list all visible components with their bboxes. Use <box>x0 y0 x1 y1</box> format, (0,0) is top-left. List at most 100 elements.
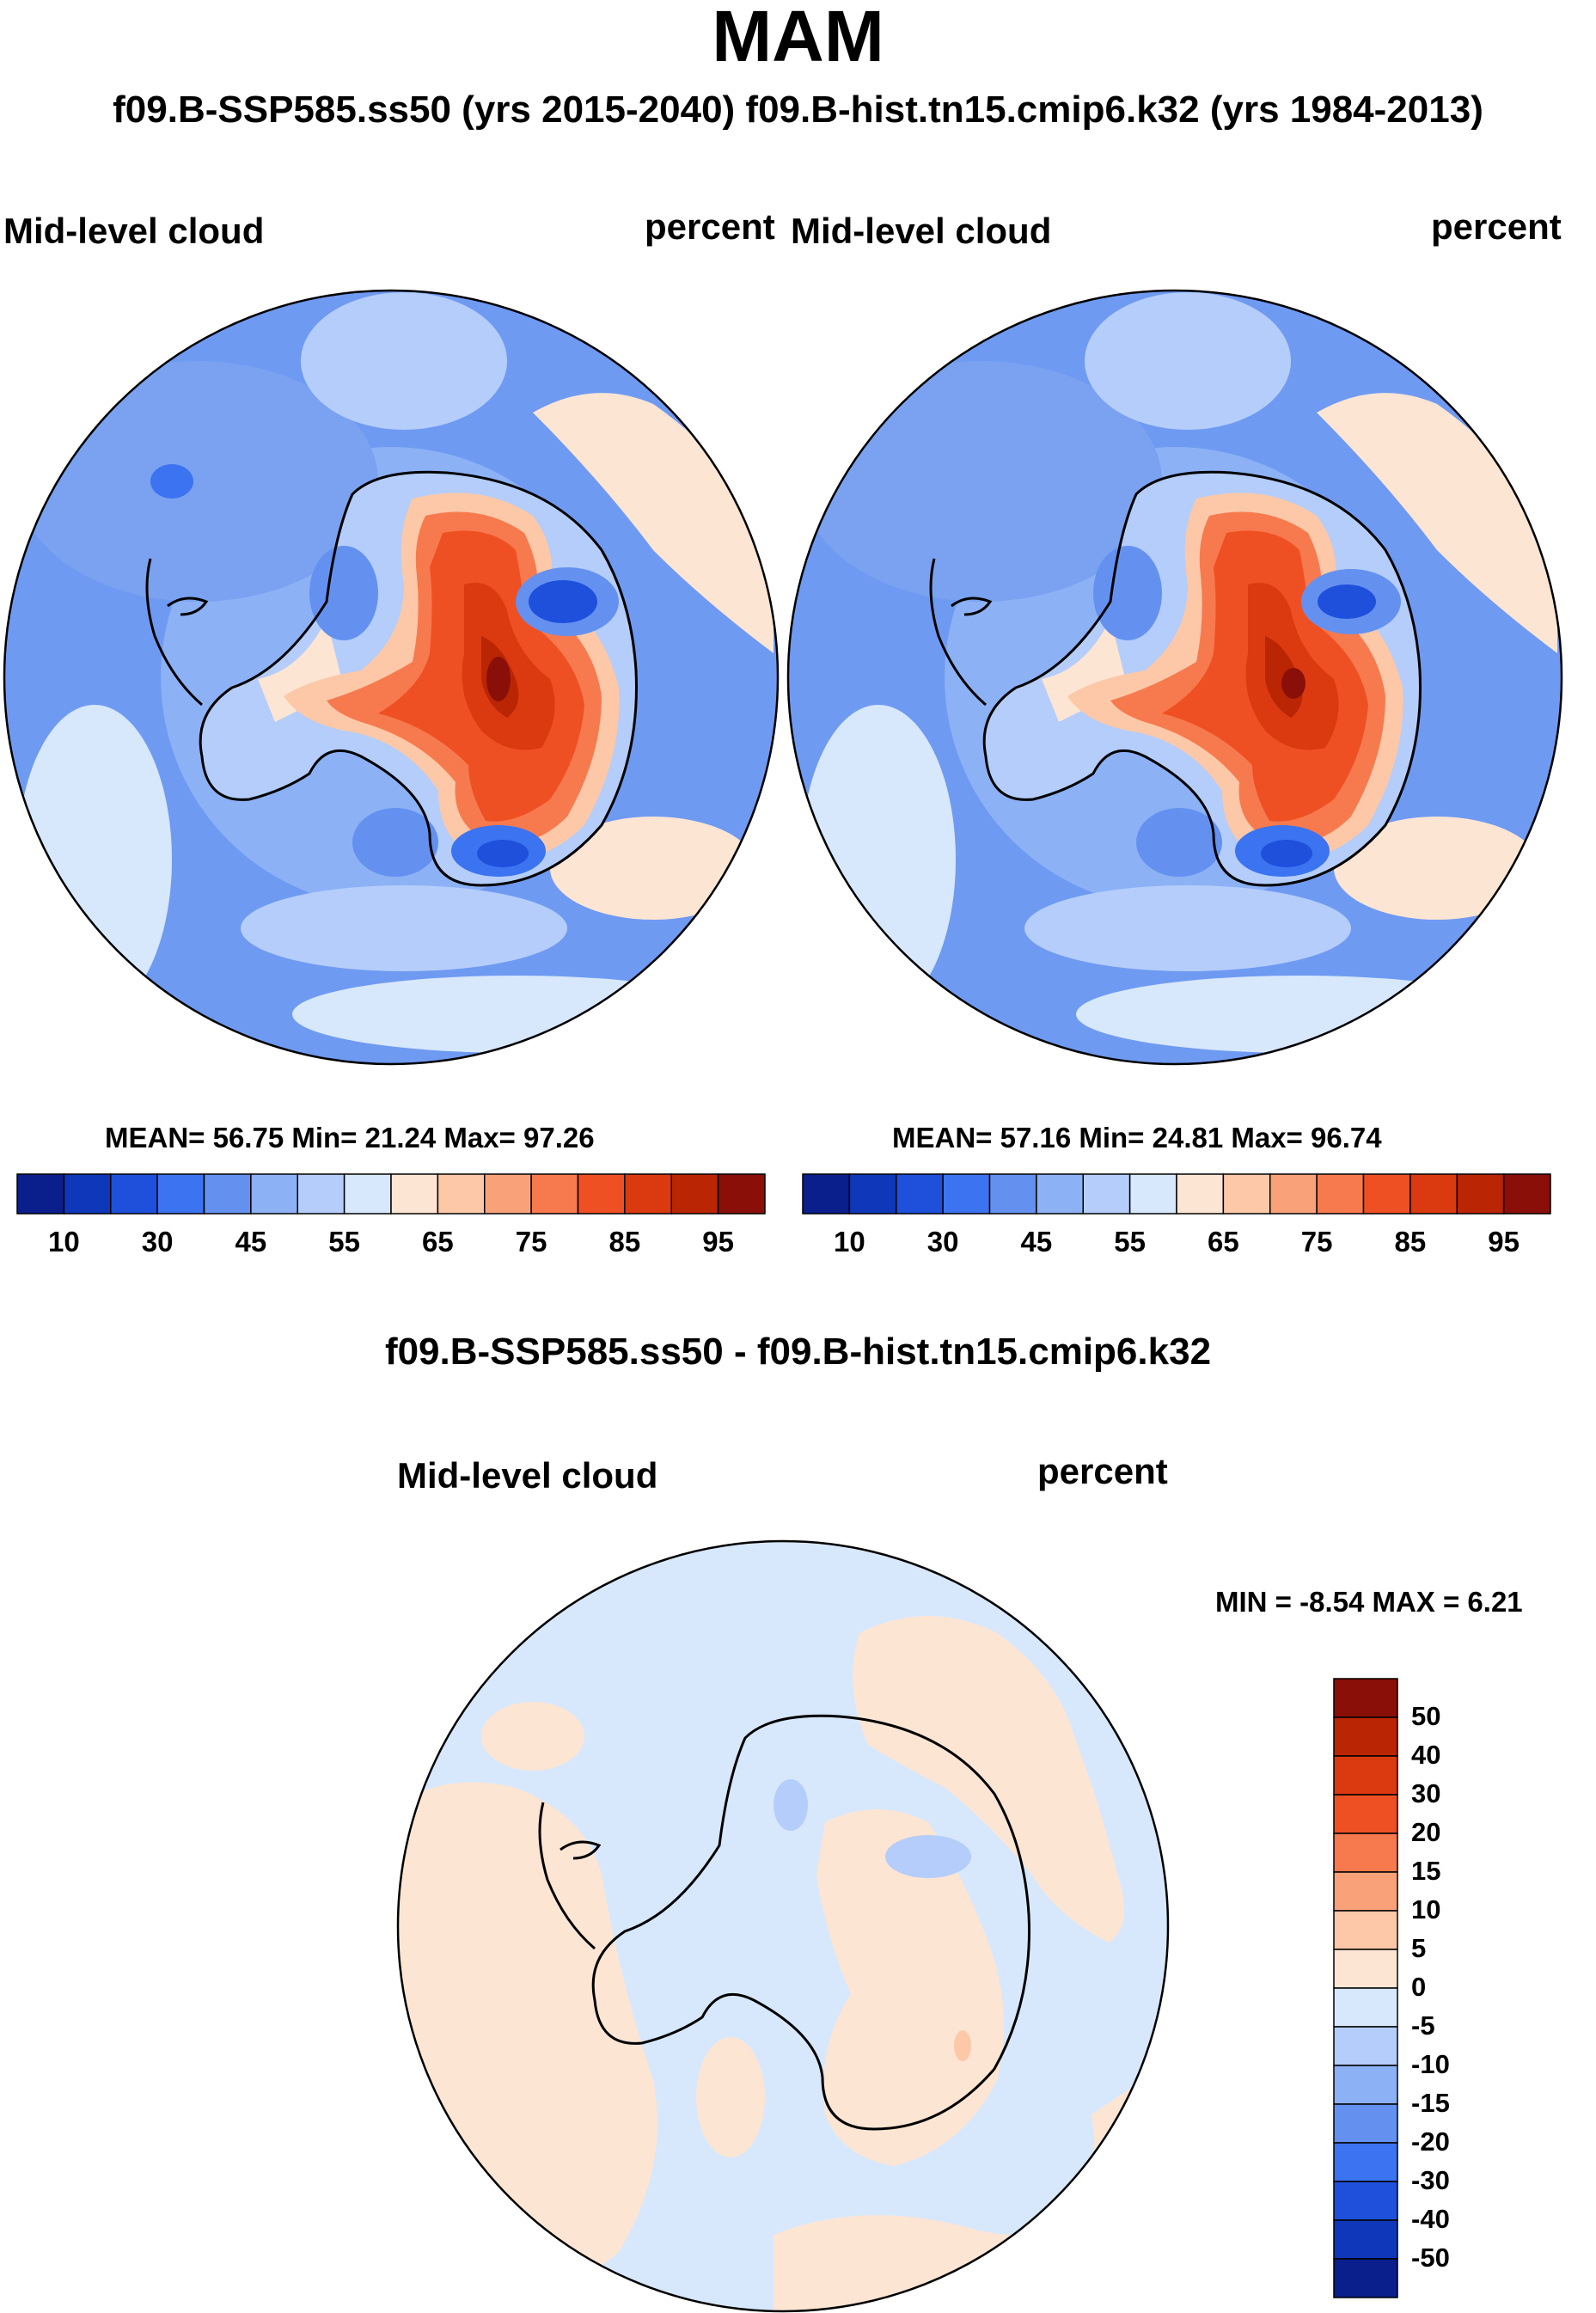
diff-colorbar-tick: -15 <box>1411 2088 1450 2118</box>
panel1-colorbar-tick: 75 <box>515 1226 547 1257</box>
diff-colorbar-tick: -10 <box>1411 2049 1450 2079</box>
diff-colorbar-tick: 0 <box>1411 1972 1427 2002</box>
panel1-colorbar-tick: 10 <box>48 1226 80 1257</box>
diff-colorbar-tick: -40 <box>1411 2204 1450 2234</box>
diff-colorbar-swatch-6 <box>1333 1910 1398 1950</box>
panel2-colorbar-swatch-0 <box>802 1173 851 1215</box>
figure-subtitle: f09.B-SSP585.ss50 (yrs 2015-2040) f09.B-… <box>113 89 1483 131</box>
panel2-colorbar <box>802 1173 1551 1215</box>
diff-colorbar-swatch-8 <box>1333 1987 1398 2028</box>
panel1-colorbar-swatch-0 <box>16 1173 65 1215</box>
panel1-colorbar-swatch-4 <box>203 1173 252 1215</box>
panel2-map-border <box>786 289 1563 1066</box>
panel2-variable-label: Mid-level cloud <box>791 211 1052 251</box>
diff-colorbar-swatch-12 <box>1333 2142 1398 2182</box>
panel1-colorbar-swatch-10 <box>484 1173 532 1215</box>
diff-coastline <box>591 1714 1030 2131</box>
diff-variable-label: Mid-level cloud <box>397 1455 658 1496</box>
panel1-colorbar-swatch-5 <box>250 1173 298 1215</box>
diff-panel-title: f09.B-SSP585.ss50 - f09.B-hist.tn15.cmip… <box>384 1331 1212 1373</box>
diff-colorbar-swatch-13 <box>1333 2181 1398 2221</box>
diff-map-border <box>396 1539 1170 2313</box>
diff-colorbar-swatch-1 <box>1333 1716 1398 1757</box>
diff-colorbar-tick: 20 <box>1411 1817 1441 1847</box>
panel2-colorbar-swatch-8 <box>1176 1173 1225 1215</box>
panel2-colorbar-swatch-1 <box>848 1173 897 1215</box>
diff-colorbar-tick: 40 <box>1411 1740 1441 1770</box>
panel1-map-border <box>3 289 780 1066</box>
diff-colorbar-tick: -20 <box>1411 2126 1450 2157</box>
panel1-colorbar-swatch-14 <box>670 1173 719 1215</box>
panel2-colorbar-swatch-12 <box>1362 1173 1411 1215</box>
diff-colorbar-swatch-14 <box>1333 2219 1398 2260</box>
panel2-colorbar-swatch-3 <box>942 1173 991 1215</box>
diff-colorbar-tick: 50 <box>1411 1701 1441 1731</box>
diff-colorbar-swatch-3 <box>1333 1794 1398 1834</box>
panel1-coastline <box>199 470 638 887</box>
panel1-colorbar-tick: 45 <box>235 1226 267 1257</box>
panel2-units-label: percent <box>1431 206 1562 247</box>
panel2-map <box>788 291 1562 1064</box>
panel1-colorbar-swatch-1 <box>63 1173 112 1215</box>
panel2-colorbar-tick: 65 <box>1208 1226 1239 1257</box>
panel1-colorbar-tick: 65 <box>422 1226 454 1257</box>
panel1-colorbar-tick: 55 <box>328 1226 360 1257</box>
panel1-stats: MEAN= 56.75 Min= 21.24 Max= 97.26 <box>105 1122 595 1153</box>
panel2-colorbar-swatch-7 <box>1128 1173 1177 1215</box>
diff-colorbar-swatch-7 <box>1333 1949 1398 1989</box>
diff-colorbar-swatch-15 <box>1333 2258 1398 2298</box>
panel1-colorbar <box>16 1173 766 1215</box>
diff-colorbar-swatch-9 <box>1333 2026 1398 2066</box>
panel1-colorbar-tick: 85 <box>608 1226 641 1257</box>
panel1-map <box>4 291 778 1064</box>
panel1-colorbar-swatch-7 <box>343 1173 392 1215</box>
panel1-variable-label: Mid-level cloud <box>3 211 265 251</box>
panel1-colorbar-swatch-9 <box>437 1173 486 1215</box>
diff-map <box>398 1541 1168 2311</box>
diff-units-label: percent <box>1037 1451 1168 1491</box>
panel2-colorbar-swatch-15 <box>1502 1173 1551 1215</box>
panel1-colorbar-tick: 95 <box>702 1226 734 1257</box>
panel2-colorbar-tick: 95 <box>1488 1226 1520 1257</box>
diff-colorbar-swatch-5 <box>1333 1871 1398 1912</box>
diff-colorbar-tick: -30 <box>1411 2165 1450 2195</box>
diff-colorbar-tick: 30 <box>1411 1778 1441 1808</box>
panel1-colorbar-swatch-3 <box>156 1173 205 1215</box>
panel1-colorbar-swatch-8 <box>390 1173 439 1215</box>
diff-colorbar-swatch-11 <box>1333 2103 1398 2144</box>
panel1-colorbar-swatch-6 <box>297 1173 345 1215</box>
figure-title: MAM <box>712 0 884 76</box>
diff-stats: MIN = -8.54 MAX = 6.21 <box>1215 1586 1523 1618</box>
diff-colorbar-swatch-4 <box>1333 1833 1398 1873</box>
panel2-colorbar-swatch-4 <box>988 1173 1037 1215</box>
panel2-colorbar-swatch-2 <box>896 1173 944 1215</box>
panel2-colorbar-swatch-9 <box>1222 1173 1271 1215</box>
panel2-colorbar-swatch-11 <box>1316 1173 1365 1215</box>
diff-colorbar-tick: 15 <box>1411 1856 1441 1886</box>
panel2-colorbar-swatch-6 <box>1082 1173 1131 1215</box>
panel2-stats: MEAN= 57.16 Min= 24.81 Max= 96.74 <box>892 1122 1382 1153</box>
diff-colorbar <box>1333 1678 1398 2298</box>
panel2-colorbar-tick: 55 <box>1114 1226 1146 1257</box>
diff-colorbar-swatch-2 <box>1333 1755 1398 1796</box>
panel2-colorbar-swatch-10 <box>1269 1173 1318 1215</box>
diff-colorbar-tick: 5 <box>1411 1933 1427 1963</box>
panel2-colorbar-swatch-13 <box>1409 1173 1458 1215</box>
diff-colorbar-swatch-0 <box>1333 1678 1398 1718</box>
panel1-colorbar-swatch-2 <box>110 1173 158 1215</box>
panel1-units-label: percent <box>645 206 775 247</box>
panel1-colorbar-swatch-11 <box>530 1173 579 1215</box>
panel2-colorbar-swatch-5 <box>1036 1173 1084 1215</box>
panel1-colorbar-tick: 30 <box>141 1226 174 1257</box>
panel2-colorbar-swatch-14 <box>1456 1173 1505 1215</box>
diff-colorbar-swatch-10 <box>1333 2065 1398 2105</box>
panel2-colorbar-tick: 30 <box>926 1226 959 1257</box>
diff-colorbar-tick: -50 <box>1411 2243 1450 2273</box>
panel2-colorbar-tick: 10 <box>834 1226 865 1257</box>
panel1-colorbar-swatch-15 <box>717 1173 766 1215</box>
diff-colorbar-tick: -5 <box>1411 2010 1435 2041</box>
panel2-colorbar-tick: 75 <box>1300 1226 1333 1257</box>
diff-colorbar-tick: 10 <box>1411 1894 1441 1924</box>
